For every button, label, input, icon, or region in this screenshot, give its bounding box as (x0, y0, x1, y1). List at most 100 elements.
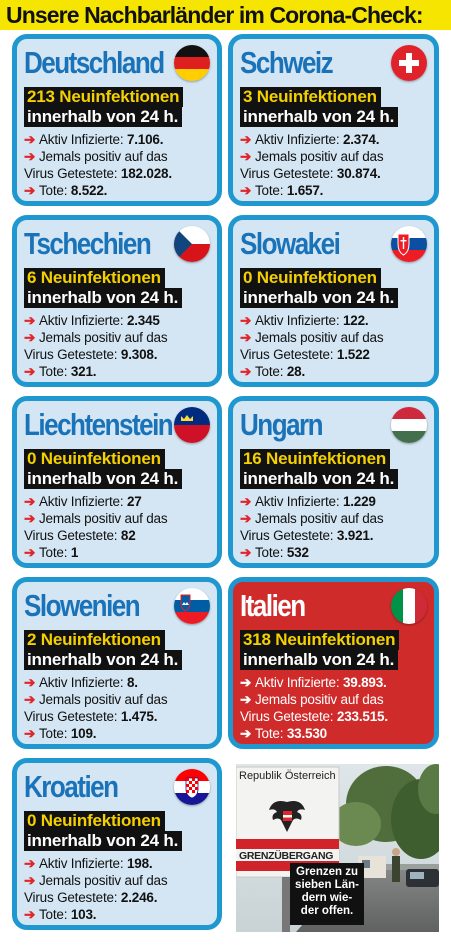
arrow-icon: ➔ (240, 149, 252, 164)
deaths-label: Tote: (255, 726, 284, 741)
deaths-value: 532 (286, 545, 309, 560)
headline-bar: Unsere Nachbarländer im Corona-Check: (0, 0, 451, 30)
deaths-label: Tote: (255, 545, 284, 560)
deaths-label: Tote: (39, 183, 68, 198)
country-card-italien: Italien 318 Neuinfektionen innerhalb von… (228, 577, 439, 749)
caption-line: sieben Län- (295, 879, 359, 891)
country-name: Slowenien (24, 588, 141, 623)
tested-label-line1: Jemals positiv auf das (255, 692, 384, 707)
hungary-flag-icon (391, 407, 427, 443)
stats-list: ➔ Aktiv Infizierte: 8. ➔ Jemals positiv au… (24, 674, 168, 742)
deaths-value: 28. (286, 364, 306, 379)
active-value: 198. (126, 856, 153, 871)
deaths-value: 33.530 (286, 726, 327, 741)
tested-value: 82 (120, 528, 136, 543)
arrow-icon: ➔ (24, 494, 36, 509)
arrow-icon: ➔ (24, 330, 36, 345)
arrow-icon: ➔ (24, 726, 36, 741)
active-value: 122. (342, 313, 369, 328)
new-infections-band: 318 Neuinfektionen (240, 630, 400, 650)
arrow-icon: ➔ (240, 692, 252, 707)
arrow-icon: ➔ (240, 364, 252, 379)
tested-value: 30.874. (336, 166, 381, 181)
active-value: 1.229 (342, 494, 376, 509)
country-name: Deutschland (24, 45, 165, 80)
deaths-label: Tote: (255, 364, 284, 379)
caption-line: der offen. (300, 905, 354, 917)
arrow-icon: ➔ (240, 494, 252, 509)
active-label: Aktiv Infizierte: (39, 494, 124, 509)
arrow-icon: ➔ (24, 132, 36, 147)
timeframe-band: innerhalb von 24 h. (24, 650, 183, 670)
arrow-icon: ➔ (24, 873, 36, 888)
stats-list: ➔ Aktiv Infizierte: 7.106. ➔ Jemals positi… (24, 131, 172, 199)
country-card-kroatien: Kroatien 0 Neuinfektionen innerhalb von … (12, 758, 222, 930)
tested-value: 3.921. (336, 528, 374, 543)
stats-list: ➔ Aktiv Infizierte: 1.229 ➔ Jemals positiv… (240, 493, 384, 561)
tested-label-line1: Jemals positiv auf das (255, 330, 384, 345)
timeframe-band: innerhalb von 24 h. (240, 469, 399, 489)
photo-caption: Grenzen zu sieben Län- dern wie- der off… (290, 863, 364, 925)
arrow-icon: ➔ (24, 675, 36, 690)
active-value: 2.345 (126, 313, 160, 328)
tested-label-line2: Virus Getestete: (24, 709, 118, 724)
active-label: Aktiv Infizierte: (255, 313, 340, 328)
stats-list: ➔ Aktiv Infizierte: 27 ➔ Jemals positiv au… (24, 493, 168, 561)
timeframe-band: innerhalb von 24 h. (240, 650, 399, 670)
tested-value: 233.515. (336, 709, 388, 724)
deaths-value: 321. (70, 364, 97, 379)
tested-label-line1: Jemals positiv auf das (39, 692, 168, 707)
deaths-label: Tote: (255, 183, 284, 198)
active-label: Aktiv Infizierte: (255, 494, 340, 509)
active-value: 39.893. (342, 675, 387, 690)
tested-value: 2.246. (120, 890, 158, 905)
arrow-icon: ➔ (24, 907, 36, 922)
tested-value: 9.308. (120, 347, 158, 362)
liechtenstein-flag-icon (174, 407, 210, 443)
country-name: Tschechien (24, 226, 152, 261)
tested-label-line1: Jemals positiv auf das (255, 149, 384, 164)
arrow-icon: ➔ (240, 132, 252, 147)
arrow-icon: ➔ (24, 545, 36, 560)
arrow-icon: ➔ (24, 856, 36, 871)
country-name: Kroatien (24, 769, 119, 804)
active-label: Aktiv Infizierte: (39, 856, 124, 871)
deaths-label: Tote: (39, 364, 68, 379)
new-infections-band: 6 Neuinfektionen (24, 268, 165, 288)
caption-line: Grenzen zu (296, 866, 358, 878)
new-infections-band: 0 Neuinfektionen (24, 449, 165, 469)
arrow-icon: ➔ (240, 545, 252, 560)
timeframe-band: innerhalb von 24 h. (24, 831, 183, 851)
active-label: Aktiv Infizierte: (39, 132, 124, 147)
tested-label-line1: Jemals positiv auf das (39, 511, 168, 526)
new-infections-band: 0 Neuinfektionen (240, 268, 381, 288)
deaths-label: Tote: (39, 907, 68, 922)
stats-list: ➔ Aktiv Infizierte: 2.374. ➔ Jemals positi… (240, 131, 384, 199)
new-infections-band: 2 Neuinfektionen (24, 630, 165, 650)
arrow-icon: ➔ (240, 183, 252, 198)
active-label: Aktiv Infizierte: (39, 675, 124, 690)
germany-flag-icon (174, 45, 210, 81)
arrow-icon: ➔ (240, 330, 252, 345)
country-card-deutschland: Deutschland 213 Neuinfektionen innerhalb… (12, 34, 222, 206)
arrow-icon: ➔ (240, 511, 252, 526)
arrow-icon: ➔ (24, 692, 36, 707)
active-label: Aktiv Infizierte: (255, 675, 340, 690)
active-value: 27 (126, 494, 142, 509)
arrow-icon: ➔ (24, 183, 36, 198)
tested-label-line2: Virus Getestete: (240, 166, 334, 181)
arrow-icon: ➔ (24, 364, 36, 379)
stats-list: ➔ Aktiv Infizierte: 122. ➔ Jemals positiv … (240, 312, 384, 380)
new-infections-band: 213 Neuinfektionen (24, 87, 184, 107)
country-card-slowenien: Slowenien 2 Neuinfektionen innerhalb von… (12, 577, 222, 749)
tested-label-line1: Jemals positiv auf das (39, 873, 168, 888)
new-infections-band: 3 Neuinfektionen (240, 87, 381, 107)
switzerland-flag-icon (391, 45, 427, 81)
country-card-slowakei: Slowakei 0 Neuinfektionen innerhalb von … (228, 215, 439, 387)
slovakia-flag-icon (391, 226, 427, 262)
deaths-value: 109. (70, 726, 97, 741)
timeframe-band: innerhalb von 24 h. (24, 469, 183, 489)
active-value: 2.374. (342, 132, 380, 147)
tested-label-line2: Virus Getestete: (240, 347, 334, 362)
country-name: Schweiz (240, 45, 334, 80)
